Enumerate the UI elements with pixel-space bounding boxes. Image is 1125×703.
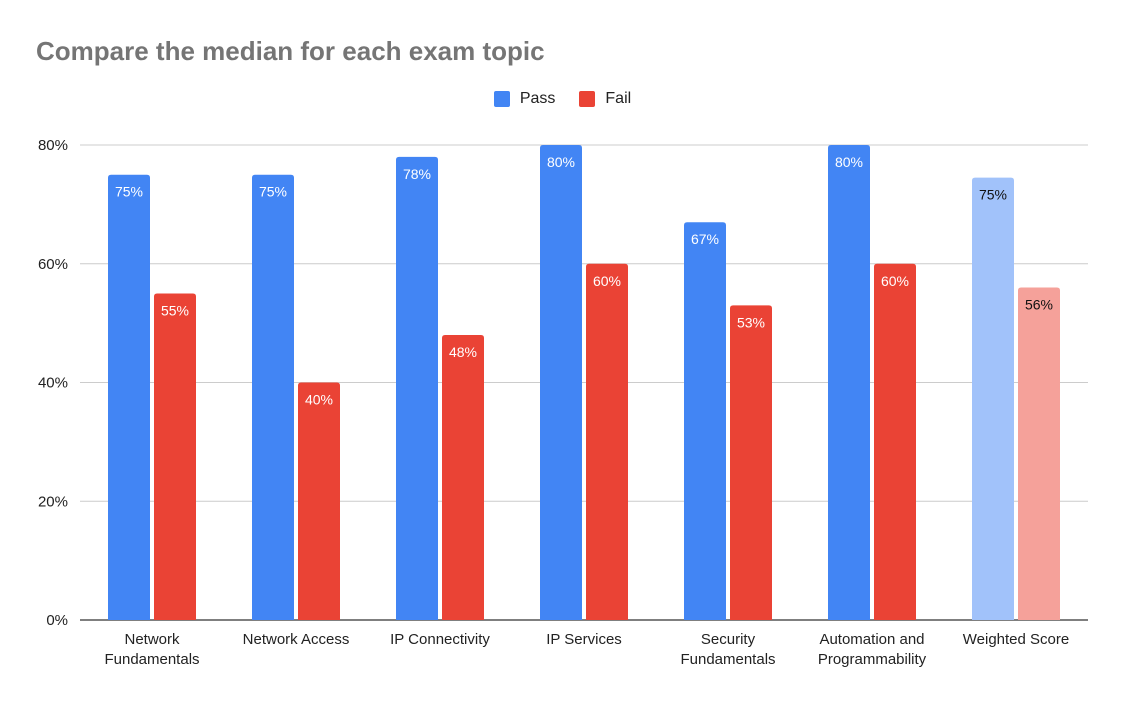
x-category-label: Fundamentals: [104, 651, 199, 668]
x-category-label: Network: [124, 631, 180, 648]
bar-pass: [396, 156, 438, 620]
bar-pass: [972, 177, 1014, 620]
legend-label-fail: Fail: [605, 90, 632, 107]
x-category-label: Automation and: [819, 631, 924, 648]
legend-swatch-pass: [493, 91, 510, 107]
x-category-label: Fundamentals: [680, 651, 775, 668]
legend-label-pass: Pass: [519, 90, 556, 107]
legend-entry-fail[interactable]: Fail: [579, 90, 631, 108]
x-category-label: IP Connectivity: [390, 631, 490, 648]
bar-pass: [684, 222, 726, 620]
bar-pass: [252, 174, 294, 620]
bar-value-label: 56%: [1025, 297, 1053, 313]
bar-fail: [730, 305, 772, 620]
bar-value-label: 60%: [881, 273, 909, 289]
bar-value-label: 60%: [593, 273, 621, 289]
x-category-label: IP Services: [546, 631, 622, 648]
legend: Pass Fail: [0, 90, 1125, 108]
bar-fail: [298, 382, 340, 620]
bar-value-label: 78%: [403, 166, 431, 182]
chart-title: Compare the median for each exam topic: [36, 36, 545, 66]
bar-value-label: 48%: [449, 344, 477, 360]
bar-value-label: 53%: [737, 314, 765, 330]
bar-value-label: 55%: [161, 302, 189, 318]
y-tick-label: 60%: [38, 256, 68, 273]
y-tick-label: 20%: [38, 493, 68, 510]
x-category-label: Programmability: [818, 651, 927, 668]
x-category-label: Security: [701, 631, 756, 648]
bar-fail: [442, 335, 484, 620]
legend-swatch-fail: [579, 91, 596, 107]
bar-fail: [154, 293, 196, 620]
x-category-label: Network Access: [243, 631, 350, 648]
bar-fail: [874, 263, 916, 620]
x-category-label: Weighted Score: [963, 631, 1069, 648]
bar-value-label: 80%: [547, 154, 575, 170]
y-tick-label: 40%: [38, 375, 68, 392]
legend-entry-pass[interactable]: Pass: [493, 90, 556, 108]
y-tick-label: 0%: [46, 612, 68, 629]
bar-value-label: 75%: [979, 187, 1007, 203]
bar-pass: [540, 145, 582, 620]
bar-value-label: 80%: [835, 154, 863, 170]
bar-value-label: 75%: [115, 184, 143, 200]
bar-value-label: 75%: [259, 184, 287, 200]
bar-pass: [108, 174, 150, 620]
bar-pass: [828, 145, 870, 620]
bar-value-label: 40%: [305, 392, 333, 408]
bar-fail: [1018, 287, 1060, 620]
bar-fail: [586, 263, 628, 620]
bar-value-label: 67%: [691, 231, 719, 247]
y-tick-label: 80%: [38, 137, 68, 154]
